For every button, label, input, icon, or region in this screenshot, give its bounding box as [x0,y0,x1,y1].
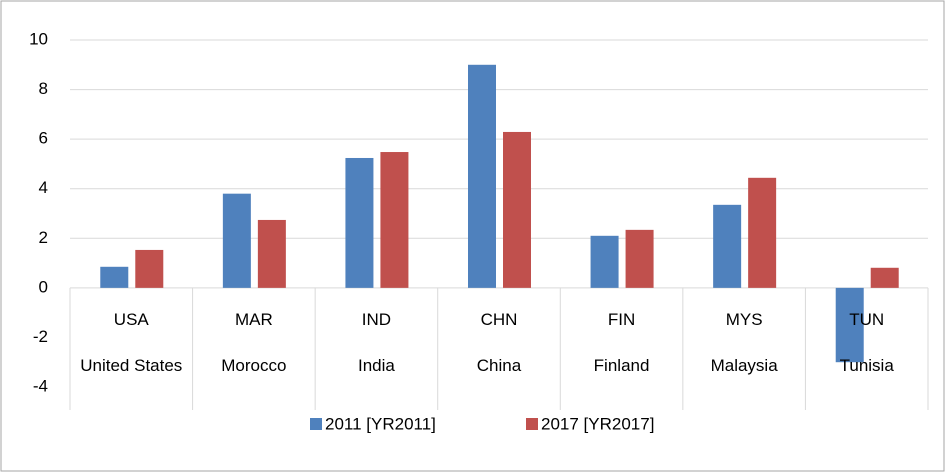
x-group-label: China [476,356,522,375]
bar [100,266,129,288]
legend-label: 2017 [YR2017] [541,414,654,433]
bar [835,287,864,363]
bar [135,249,164,288]
legend-swatch [310,418,322,430]
y-tick-label: 10 [29,29,48,48]
x-tick-label: IND [361,310,392,329]
x-group-label: Malaysia [710,356,778,375]
bar [222,193,251,288]
x-tick-label: MYS [725,310,763,329]
legend-swatch [526,418,538,430]
y-tick-label: 0 [39,277,48,296]
x-tick-label: USA [113,310,149,329]
bar [380,152,409,288]
bar [257,219,286,288]
y-tick-label: 2 [39,228,48,247]
bar [748,177,777,288]
x-tick-label: TUN [849,310,885,329]
y-tick-label: 4 [39,178,48,197]
y-tick-label: 8 [39,79,48,98]
y-tick-label: 6 [39,129,48,148]
legend-label: 2011 [YR2011] [325,414,436,433]
x-tick-label: CHN [480,310,518,329]
x-group-label: Tunisia [839,356,894,375]
bar [345,157,374,288]
x-tick-label: FIN [607,310,636,329]
bar [468,64,496,288]
x-group-label: Morocco [221,356,287,375]
x-tick-label: MAR [234,310,273,329]
bar [503,131,531,288]
y-tick-label: -2 [33,327,48,346]
bar [625,229,654,288]
bar [590,235,619,288]
x-group-label: United States [80,356,183,375]
y-tick-label: -4 [33,376,48,395]
bar [713,204,742,288]
x-group-label: India [357,356,395,375]
x-group-label: Finland [593,356,650,375]
bar [870,267,899,288]
